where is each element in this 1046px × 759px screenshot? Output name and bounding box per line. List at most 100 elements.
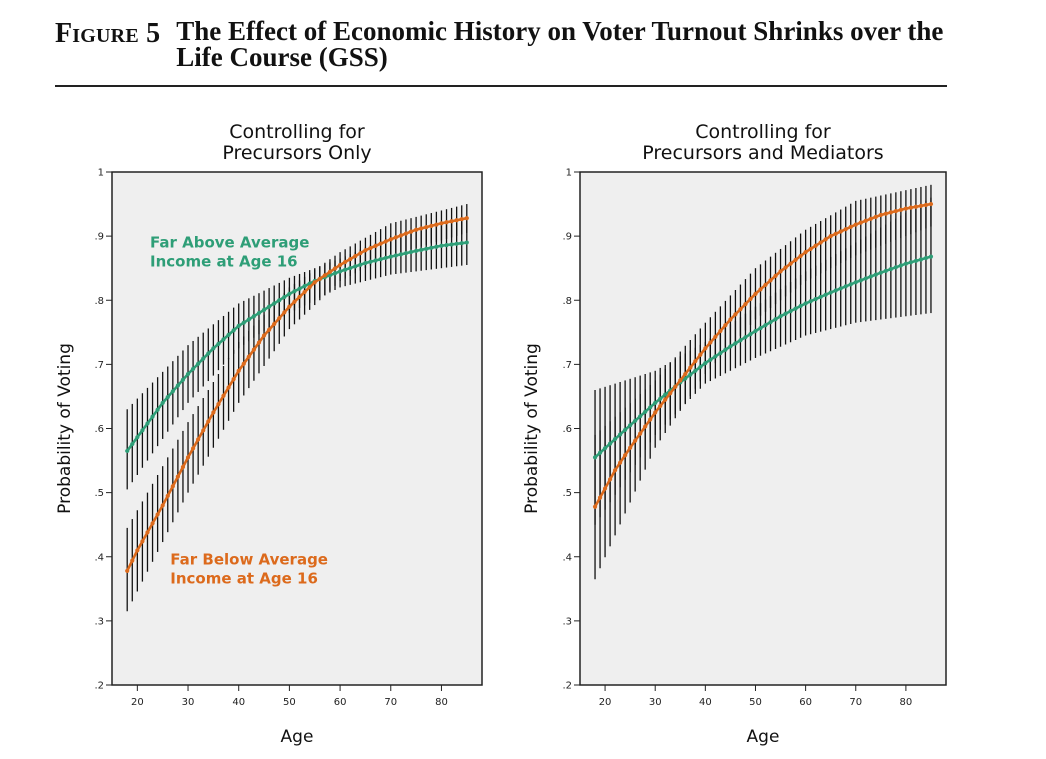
data-point [388, 254, 393, 259]
data-point [853, 222, 858, 227]
series-points-below [125, 216, 469, 573]
data-point [196, 361, 201, 366]
data-point [236, 368, 241, 373]
data-point [317, 276, 322, 281]
data-point [251, 347, 257, 352]
data-point [378, 257, 383, 262]
data-point [459, 241, 464, 246]
data-point [883, 211, 888, 216]
data-point [873, 272, 878, 277]
figure-title: The Effect of Economic History on Voter … [176, 16, 944, 72]
data-point [160, 503, 165, 508]
data-point [713, 334, 718, 339]
data-point [893, 209, 898, 214]
data-point [602, 486, 608, 491]
data-point [773, 317, 778, 322]
data-point [908, 205, 914, 210]
data-point [653, 410, 658, 415]
data-point [236, 323, 241, 328]
data-point [833, 231, 838, 236]
data-point [748, 332, 753, 337]
data-point [828, 234, 833, 239]
data-point [185, 455, 191, 460]
data-point [464, 216, 469, 221]
x-tick-label: 40 [699, 697, 712, 708]
y-tick-label: 1 [566, 168, 572, 179]
data-point [292, 299, 297, 304]
data-point [913, 258, 919, 263]
data-point [216, 341, 221, 346]
data-point [358, 262, 363, 267]
data-point [878, 270, 883, 275]
y-tick-label: .7 [94, 360, 104, 371]
data-point [808, 246, 813, 252]
data-point [429, 223, 434, 228]
annotation-below: Far Below Average [170, 550, 328, 568]
data-point [216, 402, 221, 407]
data-point [241, 361, 246, 366]
data-point [788, 261, 793, 266]
data-point [698, 364, 703, 370]
panel-title-line: Controlling for [229, 121, 365, 143]
data-point [256, 340, 262, 345]
data-point [180, 377, 186, 382]
data-point [693, 359, 698, 364]
data-point [758, 287, 763, 292]
data-point [597, 495, 603, 500]
x-tick-label: 20 [131, 697, 144, 708]
data-point [424, 246, 429, 251]
data-point [307, 285, 312, 290]
data-point [708, 357, 713, 362]
y-tick-label: .8 [94, 296, 104, 307]
data-point [383, 239, 388, 244]
data-point [155, 512, 160, 517]
data-point [267, 327, 272, 332]
data-point [165, 493, 170, 498]
data-point [373, 243, 378, 248]
x-tick-label: 70 [849, 697, 862, 708]
data-point [231, 377, 236, 382]
figure-label: Figure 5 [55, 18, 161, 49]
data-point [206, 419, 211, 424]
data-point [196, 437, 201, 442]
y-tick-label: .4 [94, 552, 104, 563]
data-point [618, 460, 623, 465]
data-point [858, 278, 863, 283]
data-point [145, 421, 150, 426]
data-point [211, 346, 216, 351]
data-point [643, 409, 648, 414]
x-tick-label: 60 [799, 697, 812, 708]
y-tick-label: .7 [562, 360, 572, 371]
data-point [246, 317, 251, 322]
data-point [903, 206, 908, 211]
data-point [155, 407, 160, 412]
data-point [277, 316, 282, 321]
data-point [125, 448, 130, 454]
data-point [663, 392, 668, 397]
data-point [145, 530, 150, 535]
data-point [261, 333, 267, 338]
data-point [893, 265, 898, 270]
data-point [206, 351, 211, 356]
data-point [618, 432, 623, 437]
data-point [723, 347, 728, 352]
data-point [783, 265, 788, 270]
data-point [612, 436, 618, 442]
data-point [272, 301, 277, 306]
data-point [633, 438, 638, 443]
data-point [282, 310, 287, 315]
data-point [393, 235, 398, 240]
x-tick-label: 40 [232, 697, 245, 708]
data-point [246, 354, 251, 359]
data-point [221, 337, 226, 342]
x-tick-label: 20 [599, 697, 612, 708]
data-point [738, 307, 743, 312]
annotation-above: Income at Age 16 [150, 253, 298, 271]
data-point [403, 231, 409, 236]
data-point [190, 446, 196, 451]
data-point [343, 267, 348, 272]
data-point [763, 323, 768, 328]
data-point [419, 226, 424, 231]
data-point [201, 428, 206, 433]
